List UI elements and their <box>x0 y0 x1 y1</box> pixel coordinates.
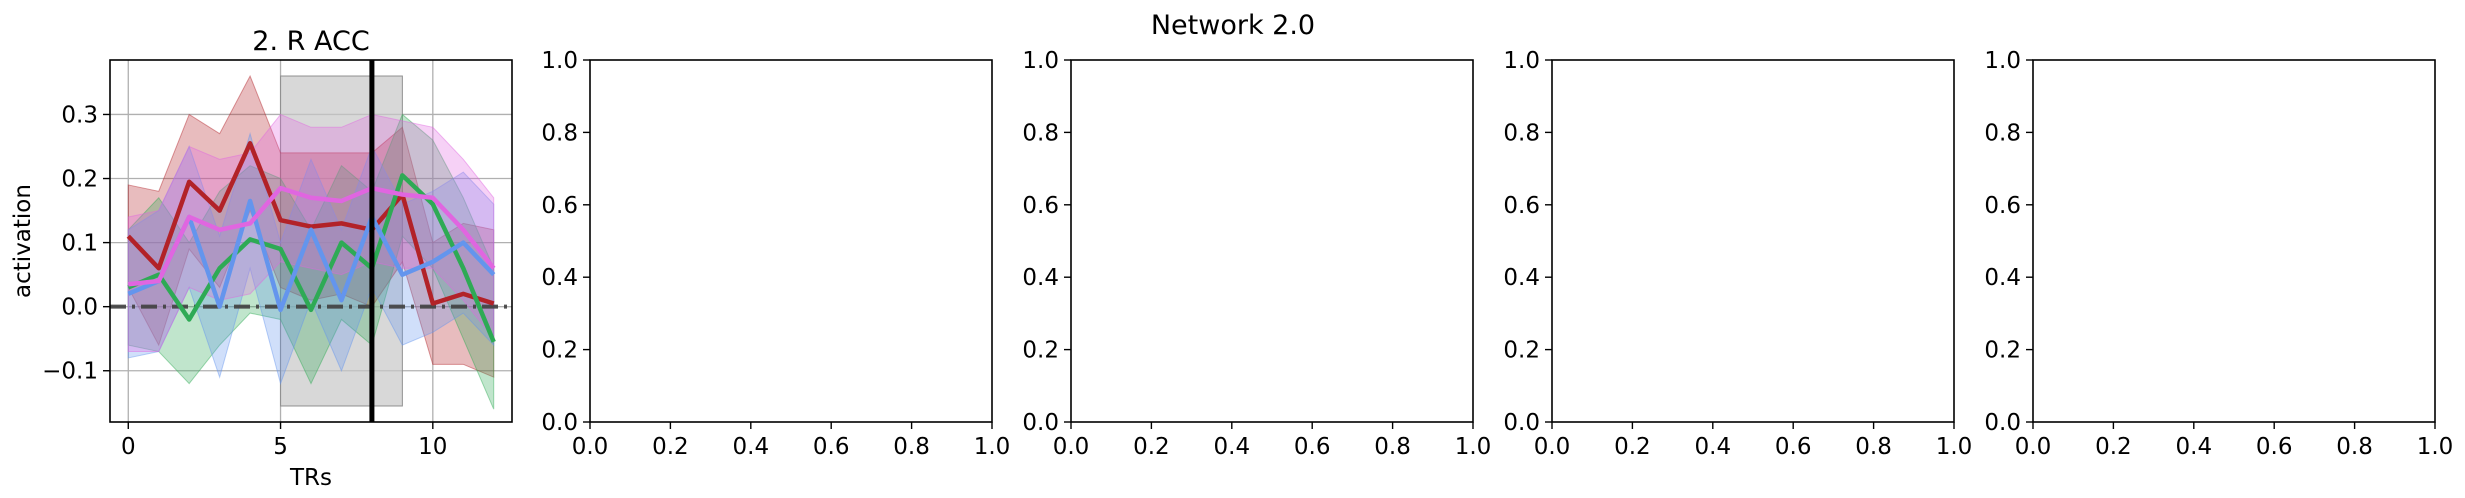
x-tick-label: 0.2 <box>2095 434 2132 460</box>
axes-frame <box>589 59 993 423</box>
x-tick-label: 0.8 <box>1855 434 1892 460</box>
x-tick-label: 0.4 <box>1214 434 1251 460</box>
x-tick-label: 5 <box>273 434 288 460</box>
y-tick-label: 0.2 <box>1984 338 2021 364</box>
y-tick-label: 0.2 <box>1503 338 1540 364</box>
y-tick-label: −0.1 <box>42 359 98 385</box>
y-tick-label: 1.0 <box>541 48 578 74</box>
y-tick-label: 1.0 <box>1503 48 1540 74</box>
subplot-panels: 0 5 10 −0.1 0.0 0.1 0.2 0.3 2. R ACC TRs activatio… <box>10 26 2453 491</box>
y-tick-label: 0.0 <box>1503 410 1540 436</box>
series-red-line <box>126 141 495 306</box>
x-tick-label: 0.8 <box>2336 434 2373 460</box>
y-tick-label: 0.0 <box>61 295 98 321</box>
y-tick-label: 0.0 <box>1022 410 1059 436</box>
y-tick-label: 1.0 <box>1984 48 2021 74</box>
subplot-5: 0.0 0.2 0.4 0.6 0.8 1.0 0.0 0.2 0.4 0.6 0.8 1.0 <box>1984 48 2453 460</box>
y-tick-label: 1.0 <box>1022 48 1059 74</box>
subplot-title: 2. R ACC <box>252 26 369 57</box>
y-tick-label: 0.2 <box>541 338 578 364</box>
x-tick-label: 1.0 <box>2417 434 2454 460</box>
x-tick-label: 0.4 <box>2176 434 2213 460</box>
x-tick-label: 0.2 <box>1614 434 1651 460</box>
x-tick-label: 1.0 <box>1936 434 1973 460</box>
y-tick-label: 0.6 <box>541 193 578 219</box>
y-tick-label: 0.4 <box>1984 265 2021 291</box>
y-tick-label: 0.8 <box>1984 120 2021 146</box>
subplot-2: 0.0 0.2 0.4 0.6 0.8 1.0 0.0 0.2 0.4 0.6 0.8 1.0 <box>541 48 1010 460</box>
x-tick-label: 0.6 <box>1294 434 1331 460</box>
y-tick-label: 0.2 <box>61 167 98 193</box>
y-tick-label: 0.0 <box>541 410 578 436</box>
axes-frame <box>1070 59 1474 423</box>
x-tick-label: 0 <box>121 434 136 460</box>
y-tick-label: 0.4 <box>1022 265 1059 291</box>
y-tick-label: 0.8 <box>1503 120 1540 146</box>
y-tick-label: 0.8 <box>541 120 578 146</box>
x-tick-label: 0.6 <box>813 434 850 460</box>
y-tick-label: 0.4 <box>1503 265 1540 291</box>
subplot-4: 0.0 0.2 0.4 0.6 0.8 1.0 0.0 0.2 0.4 0.6 0.8 1.0 <box>1503 48 1972 460</box>
axes-frame <box>2032 59 2436 423</box>
y-tick-label: 0.6 <box>1503 193 1540 219</box>
x-tick-label: 0.0 <box>572 434 609 460</box>
y-tick-label: 0.8 <box>1022 120 1059 146</box>
y-tick-label: 0.4 <box>541 265 578 291</box>
x-tick-label: 0.0 <box>1534 434 1571 460</box>
figure-suptitle: Network 2.0 <box>1151 10 1315 41</box>
y-tick-label: 0.6 <box>1022 193 1059 219</box>
x-tick-label: 0.8 <box>1374 434 1411 460</box>
y-axis-label: activation <box>10 184 36 298</box>
x-tick-label: 0.6 <box>2256 434 2293 460</box>
x-tick-label: 0.2 <box>652 434 689 460</box>
x-tick-label: 0.6 <box>1775 434 1812 460</box>
y-tick-label: 0.1 <box>61 231 98 257</box>
x-tick-label: 0.2 <box>1133 434 1170 460</box>
x-tick-label: 0.0 <box>2015 434 2052 460</box>
y-tick-label: 0.6 <box>1984 193 2021 219</box>
axes-frame <box>1551 59 1955 423</box>
subplot-3: 0.0 0.2 0.4 0.6 0.8 1.0 0.0 0.2 0.4 0.6 0.8 1.0 <box>1022 48 1491 460</box>
subplot-1: 0 5 10 −0.1 0.0 0.1 0.2 0.3 2. R ACC TRs activatio… <box>10 26 513 491</box>
x-tick-label: 0.4 <box>733 434 770 460</box>
x-tick-label: 10 <box>418 434 447 460</box>
y-tick-label: 0.2 <box>1022 338 1059 364</box>
x-tick-label: 1.0 <box>1455 434 1492 460</box>
series-magenta-line <box>128 185 496 287</box>
x-tick-label: 0.4 <box>1695 434 1732 460</box>
plot-area <box>110 60 512 422</box>
y-tick-label: 0.3 <box>61 102 98 128</box>
x-tick-label: 1.0 <box>974 434 1011 460</box>
x-tick-label: 0.8 <box>893 434 930 460</box>
series-green-line <box>127 173 496 343</box>
y-tick-label: 0.0 <box>1984 410 2021 436</box>
axes-frame <box>109 59 513 423</box>
x-axis-label: TRs <box>289 465 332 491</box>
x-tick-label: 0.0 <box>1053 434 1090 460</box>
